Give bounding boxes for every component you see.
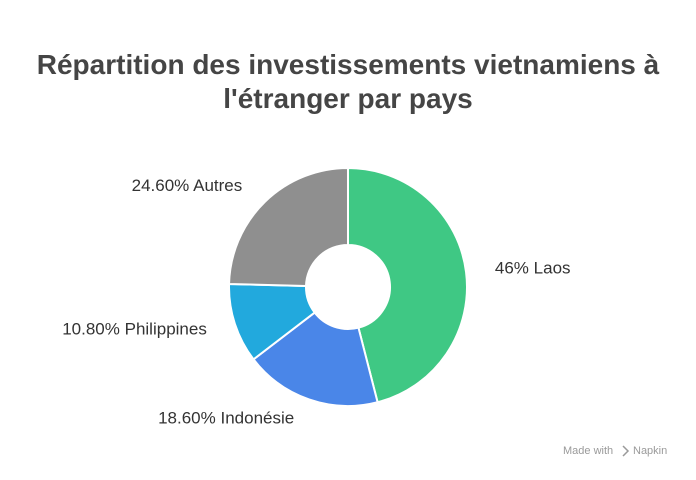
watermark-brand: Napkin (633, 445, 667, 457)
category-label: Philippines (125, 320, 207, 339)
slice-label: 18.60% Indonésie (158, 409, 294, 428)
watermark: Made with Napkin (563, 445, 667, 457)
slice-label: 46% Laos (495, 259, 571, 278)
category-label: Indonésie (221, 409, 295, 428)
value-label: 46% (495, 259, 529, 278)
donut-slice (228, 166, 349, 287)
value-label: 24.60% (132, 176, 190, 195)
category-label: Laos (534, 259, 571, 278)
watermark-text: Made with (563, 445, 613, 457)
donut-slice (347, 166, 468, 404)
category-label: Autres (193, 176, 242, 195)
value-label: 10.80% (62, 320, 120, 339)
slice-label: 10.80% Philippines (62, 320, 207, 339)
chart-title: Répartition des investissements vietnami… (36, 49, 660, 114)
value-label: 18.60% (158, 409, 216, 428)
slice-label: 24.60% Autres (132, 176, 243, 195)
watermark-logo (622, 445, 630, 457)
